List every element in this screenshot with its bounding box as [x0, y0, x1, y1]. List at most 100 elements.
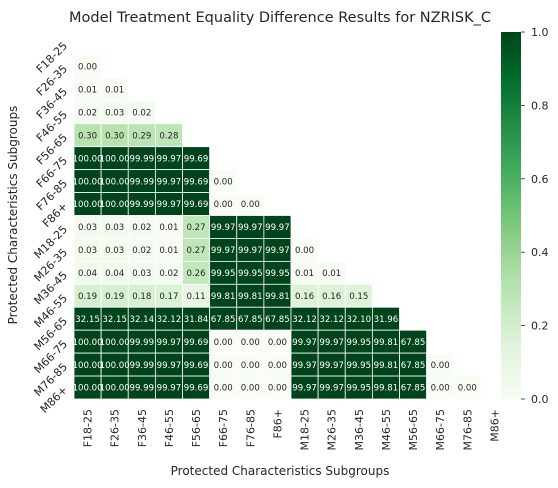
cell-value-label: 32.15 [102, 315, 127, 325]
cell-value-label: 100.00 [73, 361, 103, 371]
cell-value-label: 67.85 [401, 338, 426, 348]
cell-value-label: 99.69 [184, 361, 209, 371]
cell-value-label: 0.02 [159, 269, 178, 279]
cell-value-label: 99.95 [347, 361, 372, 371]
x-tick-label: M26-35 [326, 409, 339, 450]
cell-value-label: 99.69 [184, 154, 209, 164]
cell-value-label: 0.03 [78, 223, 97, 233]
cell-value-label: 0.03 [132, 269, 151, 279]
heatmap-cell [453, 375, 482, 400]
cell-value-label: 99.97 [319, 384, 344, 394]
cell-value-label: 32.12 [319, 315, 344, 325]
x-tick-label: F36-45 [136, 409, 149, 447]
cell-value-label: 100.00 [73, 154, 103, 164]
cell-value-label: 99.97 [292, 384, 317, 394]
cell-value-label: 0.16 [295, 292, 314, 302]
cell-value-label: 0.00 [431, 384, 450, 394]
cell-value-label: 32.12 [157, 315, 182, 325]
cell-value-label: 0.00 [214, 361, 233, 371]
colorbar: 0.0 0.2 0.4 0.6 0.8 1.0 [501, 26, 549, 406]
cell-value-label: 0.11 [186, 292, 205, 302]
colorbar-tick-label: 0.2 [531, 320, 549, 333]
cell-value-label: 99.97 [265, 223, 290, 233]
cell-value-label: 0.28 [159, 131, 178, 141]
cell-value-label: 99.97 [292, 338, 317, 348]
y-axis-label: Protected Characteristics Subgroups [6, 106, 20, 325]
x-tick-label: M56-65 [407, 409, 420, 450]
cell-value-label: 0.04 [105, 269, 124, 279]
cell-value-label: 99.95 [265, 269, 290, 279]
cell-value-label: 67.85 [401, 384, 426, 394]
cell-value-label: 0.01 [322, 269, 341, 279]
cell-value-label: 0.00 [268, 384, 287, 394]
cell-value-label: 0.00 [268, 338, 287, 348]
x-tick-label: F26-35 [109, 409, 122, 447]
cell-value-label: 67.85 [401, 361, 426, 371]
cell-value-label: 0.00 [295, 246, 314, 256]
x-ticks-layer: F18-25 F26-35 F36-45 F46-55 F56-65 F66-75 F76-… [82, 409, 502, 450]
cell-value-label: 100.00 [100, 154, 130, 164]
cell-value-label: 99.97 [157, 384, 182, 394]
cell-value-label: 100.00 [100, 338, 130, 348]
colorbar-tick-label: 1.0 [531, 26, 549, 39]
y-ticks-layer: F18-25F26-35F36-45F46-55F56-65F66-75F76-… [32, 39, 71, 415]
cell-value-label: 100.00 [100, 384, 130, 394]
cell-value-label: 99.81 [374, 384, 399, 394]
cell-value-label: 0.19 [105, 292, 124, 302]
cell-value-label: 67.85 [238, 315, 263, 325]
cell-value-label: 0.00 [214, 338, 233, 348]
cell-value-label: 0.27 [186, 246, 205, 256]
cell-value-label: 99.99 [130, 338, 155, 348]
cell-value-label: 0.18 [132, 292, 151, 302]
cell-value-label: 0.00 [214, 384, 233, 394]
cell-value-label: 31.84 [184, 315, 209, 325]
cell-value-label: 0.00 [458, 384, 477, 394]
cell-value-label: 99.95 [347, 384, 372, 394]
cell-value-label: 99.99 [130, 361, 155, 371]
cell-value-label: 100.00 [100, 200, 130, 210]
cell-value-label: 0.01 [105, 86, 124, 96]
cell-value-label: 99.99 [130, 154, 155, 164]
cell-value-label: 99.99 [130, 177, 155, 187]
cell-value-label: 32.12 [292, 315, 317, 325]
cell-value-label: 0.03 [105, 108, 124, 118]
cell-value-label: 99.97 [211, 246, 236, 256]
cell-value-label: 31.96 [374, 315, 399, 325]
cell-value-label: 32.10 [347, 315, 372, 325]
cell-value-label: 0.00 [241, 338, 260, 348]
cell-value-label: 100.00 [100, 177, 130, 187]
x-tick-label: M18-25 [299, 409, 312, 450]
cell-value-label: 99.97 [157, 200, 182, 210]
cell-value-label: 0.30 [78, 131, 97, 141]
cell-value-label: 99.97 [211, 223, 236, 233]
cell-value-label: 99.99 [130, 384, 155, 394]
x-tick-label: F66-75 [217, 409, 230, 447]
x-tick-label: M86+ [488, 409, 501, 442]
cell-value-label: 0.02 [132, 108, 151, 118]
cell-value-label: 32.14 [130, 315, 155, 325]
cell-value-label: 99.97 [319, 338, 344, 348]
cell-value-label: 99.97 [157, 338, 182, 348]
cell-value-label: 99.99 [130, 200, 155, 210]
cell-value-label: 99.69 [184, 338, 209, 348]
cell-value-label: 0.30 [105, 131, 124, 141]
cell-value-label: 0.03 [105, 223, 124, 233]
x-tick-label: F46-55 [163, 409, 176, 447]
cell-value-label: 0.15 [349, 292, 368, 302]
x-tick-label: F18-25 [82, 409, 95, 447]
cell-value-label: 100.00 [73, 200, 103, 210]
cell-value-label: 0.02 [132, 246, 151, 256]
cell-value-label: 0.17 [159, 292, 178, 302]
cell-value-label: 0.16 [322, 292, 341, 302]
cell-value-label: 0.01 [78, 86, 97, 96]
cell-value-label: 100.00 [73, 384, 103, 394]
cell-value-label: 99.81 [374, 361, 399, 371]
cell-value-label: 0.01 [159, 223, 178, 233]
cell-value-label: 0.00 [431, 361, 450, 371]
colorbar-tick-label: 0.6 [531, 173, 549, 186]
cell-value-label: 100.00 [73, 338, 103, 348]
cell-value-label: 0.04 [78, 269, 97, 279]
cell-value-label: 0.00 [78, 63, 97, 73]
